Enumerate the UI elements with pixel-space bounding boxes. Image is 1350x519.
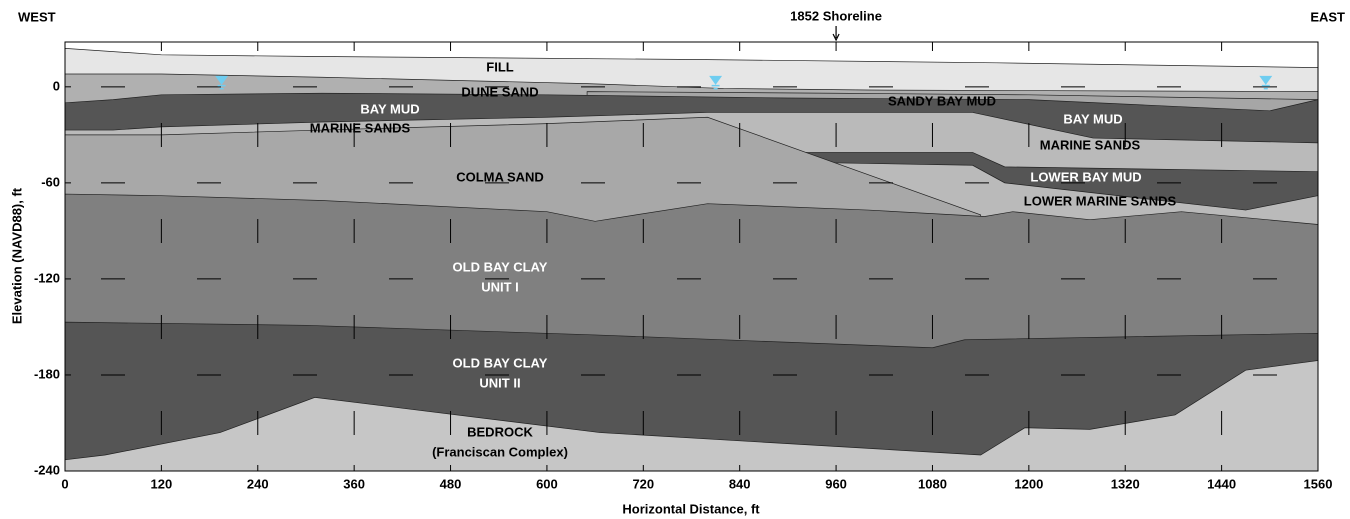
layer-label: OLD BAY CLAY: [453, 355, 548, 370]
x-tick-label: 1440: [1207, 476, 1236, 491]
layer-label: BEDROCK: [467, 424, 533, 439]
x-tick-label: 840: [729, 476, 751, 491]
y-tick-label: 0: [53, 78, 60, 93]
y-tick-label: -120: [34, 270, 60, 285]
layer-label: FILL: [486, 59, 513, 74]
shoreline-arrow: [833, 26, 839, 40]
layer-label: LOWER BAY MUD: [1030, 169, 1141, 184]
layer-label: BAY MUD: [360, 101, 419, 116]
x-tick-label: 240: [247, 476, 269, 491]
layer-label: (Franciscan Complex): [432, 444, 568, 459]
x-tick-label: 1560: [1304, 476, 1333, 491]
layer-label: DUNE SAND: [461, 84, 538, 99]
layer-label: COLMA SAND: [456, 169, 544, 184]
x-tick-label: 600: [536, 476, 558, 491]
east-label: EAST: [1310, 9, 1345, 24]
shoreline-label: 1852 Shoreline: [790, 8, 882, 23]
layer-label: UNIT II: [479, 375, 520, 390]
layer-label: BAY MUD: [1063, 111, 1122, 126]
x-tick-label: 1200: [1014, 476, 1043, 491]
layer-label: MARINE SANDS: [1040, 137, 1141, 152]
x-tick-label: 720: [632, 476, 654, 491]
layer-label: OLD BAY CLAY: [453, 259, 548, 274]
x-tick-label: 1080: [918, 476, 947, 491]
chart: WEST EAST Horizontal Distance, ft Elevat…: [0, 0, 1350, 519]
y-tick-label: -180: [34, 366, 60, 381]
y-tick-label: -60: [41, 174, 60, 189]
x-tick-label: 960: [825, 476, 847, 491]
x-tick-label: 0: [61, 476, 68, 491]
x-tick-label: 120: [151, 476, 173, 491]
x-tick-label: 1320: [1111, 476, 1140, 491]
layer-label: MARINE SANDS: [310, 120, 411, 135]
layer-label: UNIT I: [481, 279, 519, 294]
y-tick-label: -240: [34, 462, 60, 477]
west-label: WEST: [18, 9, 56, 24]
layer-label: LOWER MARINE SANDS: [1024, 193, 1177, 208]
y-axis-title: Elevation (NAVD88), ft: [9, 187, 24, 324]
x-tick-label: 480: [440, 476, 462, 491]
layer-label: SANDY BAY MUD: [888, 93, 996, 108]
x-axis-title: Horizontal Distance, ft: [622, 501, 760, 516]
x-tick-label: 360: [343, 476, 365, 491]
